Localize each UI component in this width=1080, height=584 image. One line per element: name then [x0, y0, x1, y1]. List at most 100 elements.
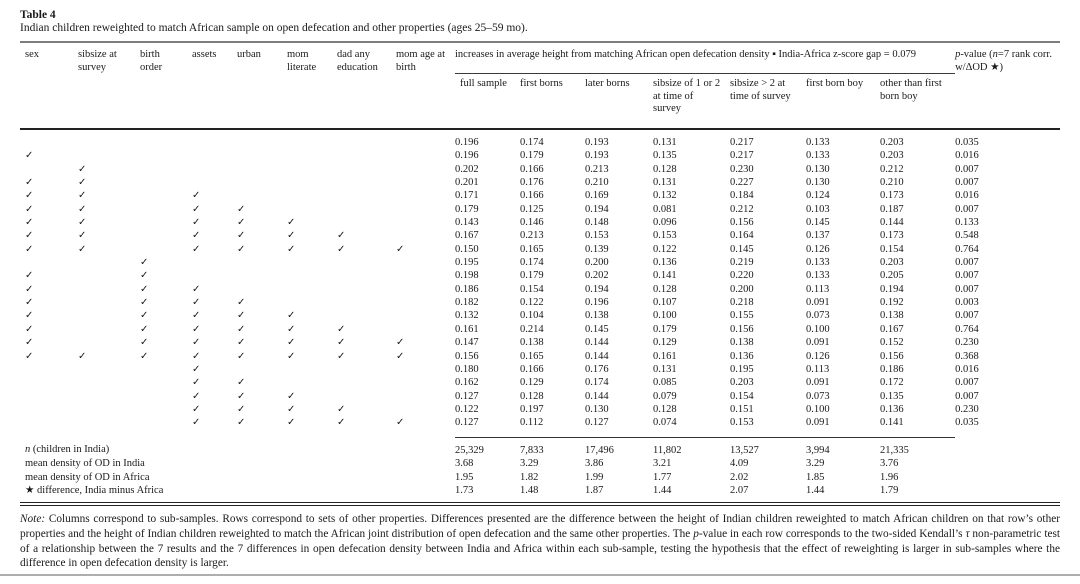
empty-cell [20, 129, 78, 149]
pvalue-cell: 0.230 [955, 403, 979, 415]
value-cell: 0.174 [520, 137, 544, 148]
value-cell: 0.133 [806, 270, 830, 282]
value-cell: 0.132 [455, 310, 479, 322]
value-cell: 0.129 [520, 377, 544, 389]
empty-cell [396, 376, 455, 389]
table-row: ✓ ✓ ✓ ✓ ✓ ✓ ✓ 0.150 0.165 0.139 0.122 0.145 0.126 0.1… [20, 243, 1060, 256]
empty-cell [337, 203, 396, 216]
empty-cell [140, 149, 192, 162]
pvalue-cell: 0.003 [955, 297, 979, 309]
checkmark-icon: ✓ [25, 337, 34, 349]
empty-cell [396, 149, 455, 162]
checkmark-icon: ✓ [337, 403, 346, 415]
empty-cell [20, 416, 78, 437]
checkmark-icon: ✓ [192, 217, 201, 229]
table-row: ✓ ✓ ✓ ✓ ✓ ✓ ✓ ✓ 0.156 0.165 0.144 0.161 0.136 0.126 0.… [20, 350, 1060, 363]
checkmark-icon: ✓ [140, 257, 149, 269]
value-cell: 0.186 [880, 363, 904, 375]
value-cell: 0.193 [585, 137, 609, 148]
pvalue-cell: 0.133 [955, 217, 979, 229]
col-header-first-borns: first borns [520, 78, 563, 89]
checkmark-icon: ✓ [237, 203, 246, 215]
checkmark-icon: ✓ [140, 283, 149, 295]
value-cell: 0.122 [653, 243, 677, 255]
value-cell: 0.176 [585, 363, 609, 375]
empty-cell [20, 390, 78, 403]
checkmark-icon: ✓ [287, 310, 296, 322]
checkmark-icon: ✓ [140, 323, 149, 335]
value-cell: 0.166 [520, 163, 544, 175]
col-header-full-sample: full sample [460, 78, 507, 89]
table-row: ✓ ✓ ✓ ✓ ✓ 0.143 0.146 0.148 0.096 0.156 0.145 0.144… [20, 216, 1060, 229]
value-cell: 0.104 [520, 310, 544, 322]
value-cell: 0.148 [585, 217, 609, 229]
value-cell: 0.127 [455, 417, 479, 429]
value-cell: 0.113 [806, 363, 830, 375]
value-cell: 0.096 [653, 217, 677, 229]
value-cell: 0.212 [730, 203, 754, 215]
value-cell: 0.128 [653, 163, 677, 175]
empty-cell [287, 376, 337, 389]
checkmark-icon: ✓ [337, 323, 346, 335]
empty-cell [192, 163, 237, 176]
empty-cell [20, 163, 78, 176]
value-cell: 0.212 [880, 163, 904, 175]
checkmark-icon: ✓ [140, 310, 149, 322]
checkmark-icon: ✓ [192, 363, 201, 375]
table-row: ✓ 0.202 0.166 0.213 0.128 0.230 0.130 0.212 0.00… [20, 163, 1060, 176]
empty-cell [287, 163, 337, 176]
pvalue-cell: 0.007 [955, 163, 979, 175]
pvalue-cell: 0.016 [955, 363, 979, 375]
summary-row-label: mean density of OD in India [25, 458, 145, 470]
table-row: ✓ ✓ 0.198 0.179 0.202 0.141 0.220 0.133 0.205 0.0… [20, 269, 1060, 282]
checkmark-icon: ✓ [337, 417, 346, 429]
empty-cell [78, 296, 140, 309]
value-cell: 0.217 [730, 150, 754, 162]
empty-cell [396, 283, 455, 296]
empty-cell [337, 363, 396, 376]
value-cell: 0.154 [880, 243, 904, 255]
value-cell: 0.201 [455, 177, 479, 189]
summary-value-cell: 1.77 [653, 471, 672, 483]
empty-cell [140, 229, 192, 242]
value-cell: 0.179 [520, 150, 544, 162]
value-cell: 0.138 [730, 337, 754, 349]
value-cell: 0.219 [730, 257, 754, 269]
checkmark-icon: ✓ [192, 297, 201, 309]
checkmark-icon: ✓ [78, 190, 87, 202]
value-cell: 0.100 [653, 310, 677, 322]
table-row: ✓ ✓ ✓ ✓ ✓ 0.132 0.104 0.138 0.100 0.155 0.073 0.138… [20, 309, 1060, 322]
value-cell: 0.150 [455, 243, 479, 255]
value-cell: 0.154 [730, 390, 754, 402]
pvalue-cell: 0.007 [955, 257, 979, 269]
value-cell: 0.196 [455, 137, 479, 148]
summary-value-cell: 4.09 [730, 458, 749, 470]
checkmark-icon: ✓ [192, 283, 201, 295]
empty-cell [140, 189, 192, 202]
checkmark-icon: ✓ [396, 337, 405, 349]
checkmark-icon: ✓ [237, 377, 246, 389]
empty-cell [20, 363, 78, 376]
value-cell: 0.203 [880, 137, 904, 148]
summary-value-cell: 2.02 [730, 471, 749, 483]
checkmark-icon: ✓ [237, 217, 246, 229]
value-cell: 0.128 [653, 403, 677, 415]
value-cell: 0.210 [585, 177, 609, 189]
table-note: Note: Columns correspond to sub-samples.… [20, 512, 1061, 570]
checkmark-icon: ✓ [337, 350, 346, 362]
value-cell: 0.165 [520, 350, 544, 362]
pvalue-cell: 0.007 [955, 283, 979, 295]
checkmark-icon: ✓ [192, 417, 201, 429]
checkmark-icon: ✓ [25, 230, 34, 242]
checkmark-icon: ✓ [78, 177, 87, 189]
value-cell: 0.131 [653, 363, 677, 375]
checkmark-icon: ✓ [25, 350, 34, 362]
value-cell: 0.073 [806, 310, 830, 322]
empty-cell [955, 471, 1060, 485]
summary-value-cell: 7,833 [520, 436, 585, 458]
checkmark-icon: ✓ [287, 243, 296, 255]
checkmark-icon: ✓ [287, 337, 296, 349]
checkmark-icon: ✓ [25, 310, 34, 322]
checkmark-icon: ✓ [140, 270, 149, 282]
value-cell: 0.100 [806, 323, 830, 335]
